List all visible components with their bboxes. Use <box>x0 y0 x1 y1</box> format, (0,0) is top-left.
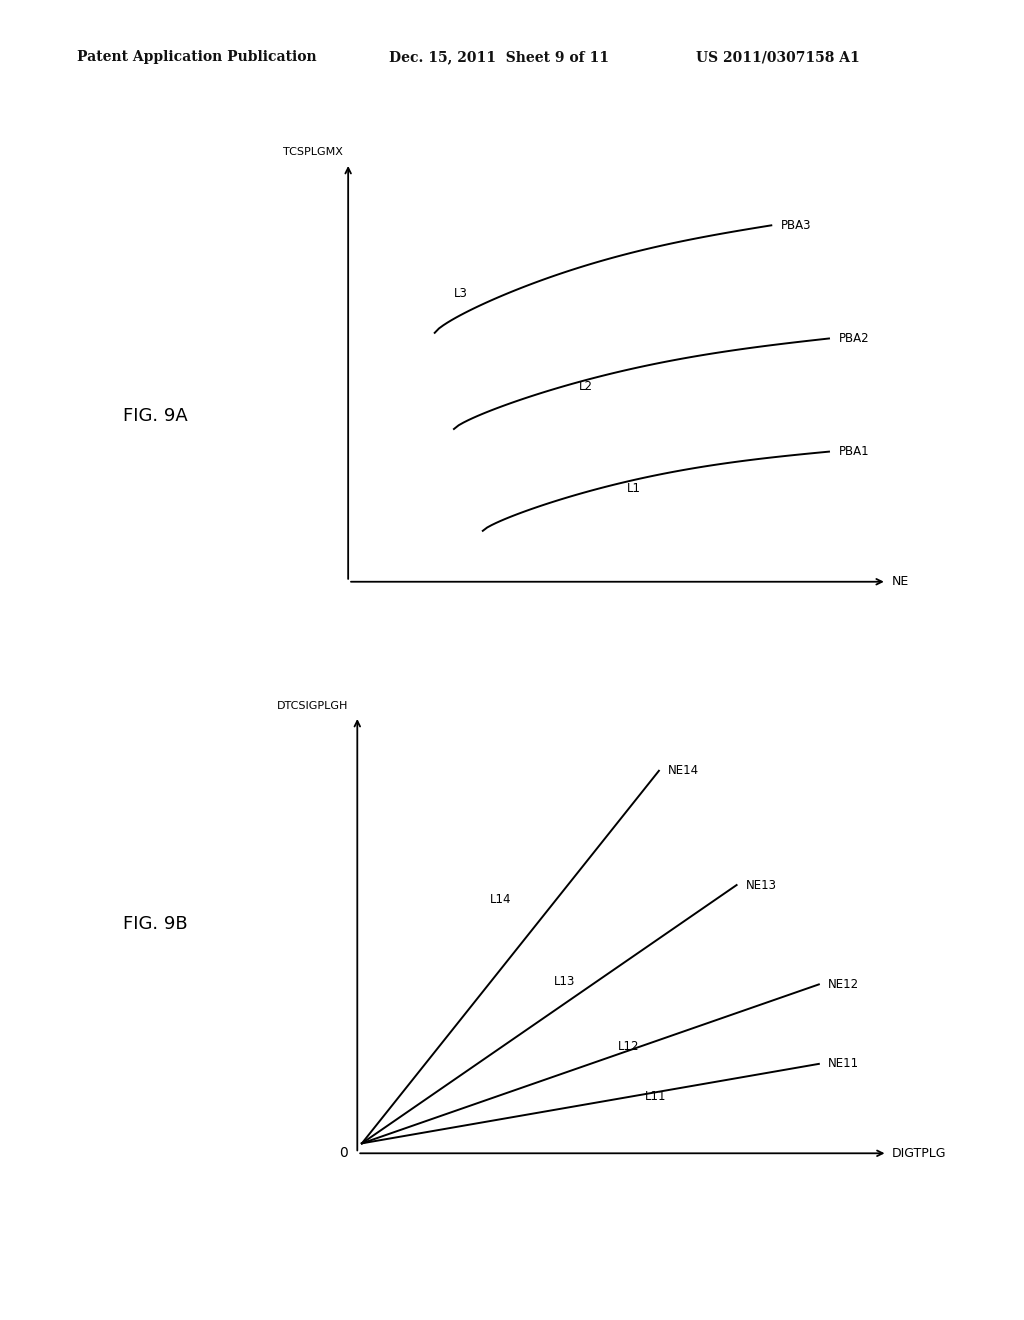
Text: TCSPLGMX: TCSPLGMX <box>284 148 343 157</box>
Text: PBA2: PBA2 <box>839 333 869 345</box>
Text: PBA3: PBA3 <box>781 219 811 232</box>
Text: Dec. 15, 2011  Sheet 9 of 11: Dec. 15, 2011 Sheet 9 of 11 <box>389 50 609 65</box>
Text: L1: L1 <box>627 482 641 495</box>
Text: L14: L14 <box>489 894 511 907</box>
Text: US 2011/0307158 A1: US 2011/0307158 A1 <box>696 50 860 65</box>
Text: FIG. 9B: FIG. 9B <box>123 915 187 933</box>
Text: L13: L13 <box>554 975 575 989</box>
Text: NE: NE <box>892 576 908 589</box>
Text: L12: L12 <box>617 1040 639 1053</box>
Text: DTCSIGPLGH: DTCSIGPLGH <box>276 701 348 711</box>
Text: NE11: NE11 <box>828 1057 859 1071</box>
Text: DIGTPLG: DIGTPLG <box>892 1147 946 1160</box>
Text: 0: 0 <box>339 1146 348 1160</box>
Text: NE12: NE12 <box>828 978 859 991</box>
Text: Patent Application Publication: Patent Application Publication <box>77 50 316 65</box>
Text: PBA1: PBA1 <box>839 445 869 458</box>
Text: NE13: NE13 <box>745 879 777 891</box>
Text: L2: L2 <box>579 380 593 393</box>
Text: FIG. 9A: FIG. 9A <box>123 407 187 425</box>
Text: L3: L3 <box>454 286 468 300</box>
Text: NE14: NE14 <box>668 764 699 777</box>
Text: L11: L11 <box>645 1090 667 1102</box>
